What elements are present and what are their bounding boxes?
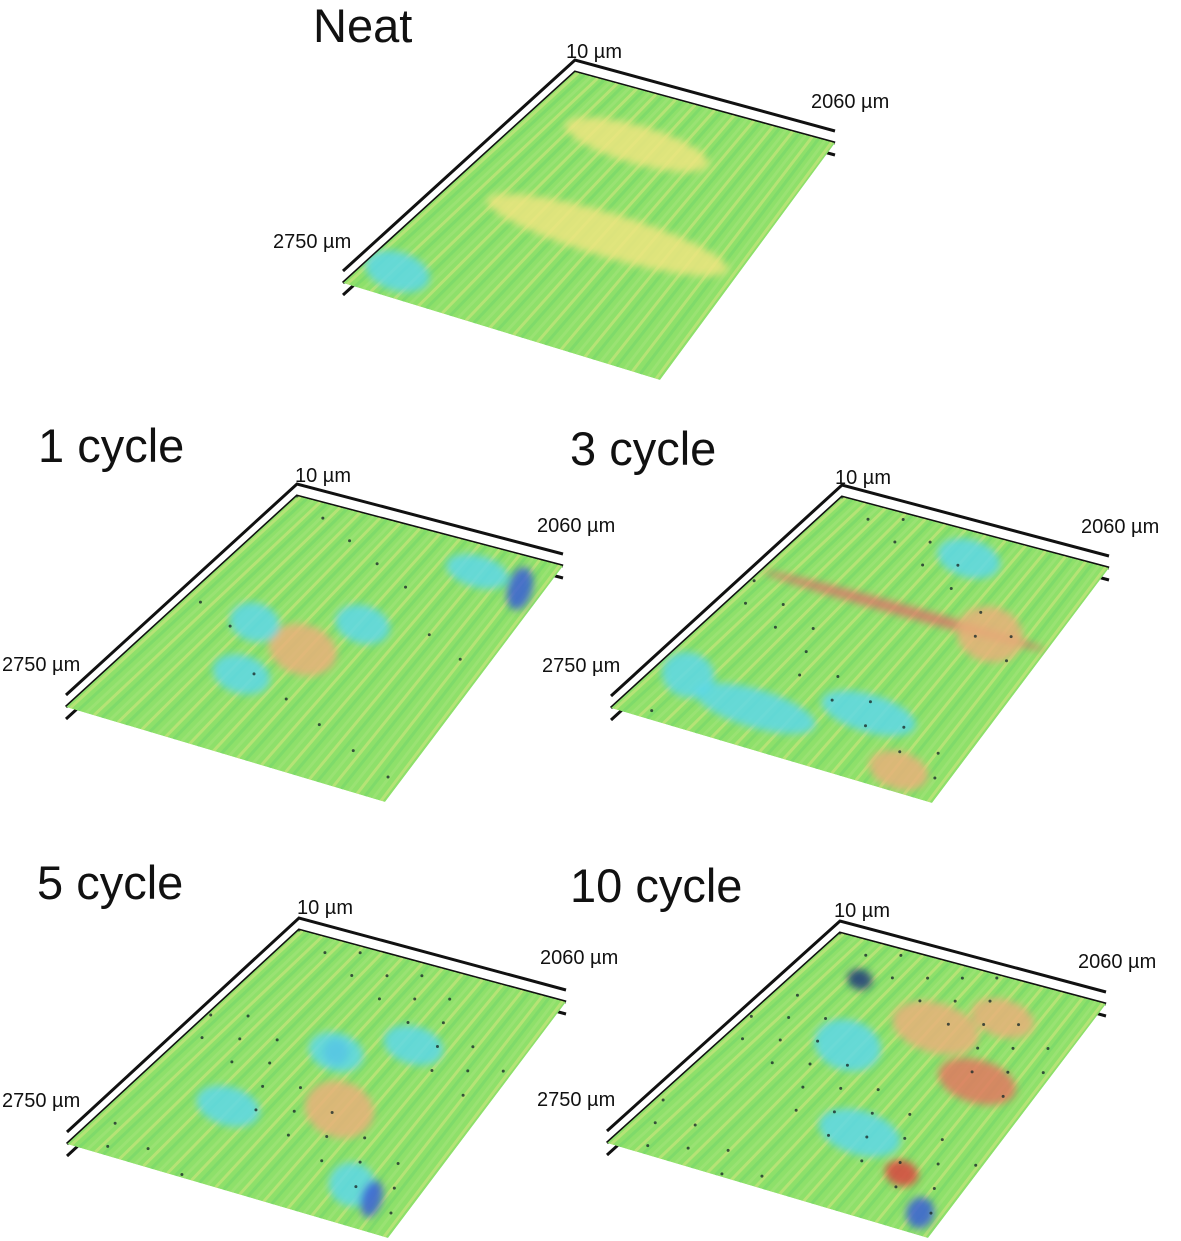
- y-axis-label: 2750 µm: [2, 654, 81, 676]
- y-axis-label: 2750 µm: [542, 655, 621, 677]
- x-axis-label: 2060 µm: [1081, 516, 1160, 538]
- height-map: [66, 496, 563, 802]
- height-map: [611, 497, 1109, 803]
- z-axis-label: 10 µm: [566, 41, 622, 63]
- x-axis-label: 2060 µm: [540, 947, 619, 969]
- x-axis-label: 2060 µm: [811, 91, 890, 113]
- panel-title: 10 cycle: [570, 859, 743, 912]
- panel-title: 3 cycle: [570, 422, 717, 475]
- z-axis-label: 10 µm: [834, 900, 890, 922]
- z-axis-label: 10 µm: [297, 897, 353, 919]
- height-map: [343, 72, 835, 380]
- panel-title: 1 cycle: [38, 419, 185, 472]
- y-axis-label: 2750 µm: [2, 1090, 81, 1112]
- height-map: [607, 933, 1106, 1238]
- x-axis-label: 2060 µm: [537, 515, 616, 537]
- panel-title: 5 cycle: [37, 856, 184, 909]
- y-axis-label: 2750 µm: [273, 231, 352, 253]
- x-axis-label: 2060 µm: [1078, 951, 1157, 973]
- z-axis-label: 10 µm: [295, 465, 351, 487]
- y-axis-label: 2750 µm: [537, 1089, 616, 1111]
- z-axis-label: 10 µm: [835, 467, 891, 489]
- height-map: [67, 930, 566, 1238]
- panel-title: Neat: [313, 0, 413, 52]
